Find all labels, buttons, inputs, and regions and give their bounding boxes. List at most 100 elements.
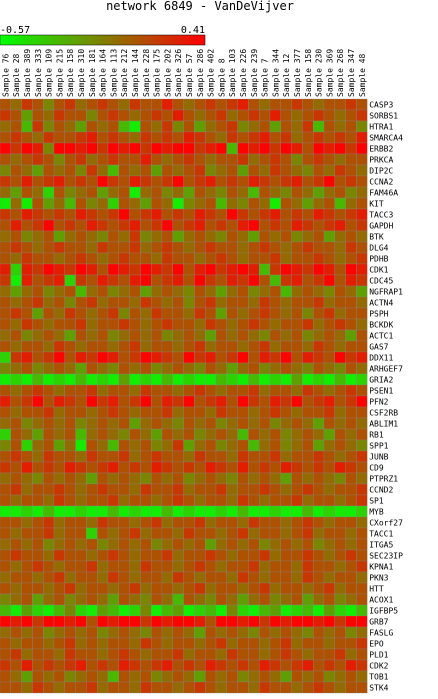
cell bbox=[334, 681, 346, 694]
cell bbox=[291, 186, 303, 199]
cell bbox=[151, 153, 163, 166]
cell bbox=[215, 637, 227, 650]
cell bbox=[345, 296, 357, 309]
cell bbox=[118, 285, 130, 298]
cell bbox=[226, 197, 238, 210]
cell bbox=[64, 274, 76, 287]
cell bbox=[259, 109, 271, 122]
cell bbox=[183, 98, 195, 111]
cell bbox=[237, 175, 249, 188]
cell bbox=[161, 109, 173, 122]
cell bbox=[107, 483, 119, 496]
cell bbox=[345, 285, 357, 298]
cell bbox=[107, 582, 119, 595]
cell bbox=[269, 329, 281, 342]
cell bbox=[323, 516, 335, 529]
cell bbox=[53, 153, 65, 166]
cell bbox=[248, 186, 260, 199]
row-label: JUNB bbox=[369, 453, 388, 462]
cell bbox=[323, 230, 335, 243]
cell bbox=[291, 637, 303, 650]
cell bbox=[194, 461, 206, 474]
cell bbox=[75, 659, 87, 672]
cell bbox=[75, 593, 87, 606]
cell bbox=[43, 296, 55, 309]
cell bbox=[183, 626, 195, 639]
cell bbox=[107, 307, 119, 320]
cell bbox=[280, 219, 292, 232]
cell bbox=[64, 439, 76, 452]
cell bbox=[205, 131, 217, 144]
cell bbox=[75, 329, 87, 342]
cell bbox=[302, 637, 314, 650]
cell bbox=[161, 417, 173, 430]
cell bbox=[10, 197, 22, 210]
cell bbox=[334, 285, 346, 298]
cell bbox=[10, 483, 22, 496]
cell bbox=[194, 549, 206, 562]
cell bbox=[280, 263, 292, 276]
cell bbox=[291, 296, 303, 309]
cell bbox=[323, 626, 335, 639]
cell bbox=[356, 263, 368, 276]
cell bbox=[280, 582, 292, 595]
cell bbox=[43, 263, 55, 276]
cell bbox=[248, 571, 260, 584]
cell bbox=[215, 571, 227, 584]
cell bbox=[237, 582, 249, 595]
cell bbox=[107, 516, 119, 529]
cell bbox=[194, 472, 206, 485]
cell bbox=[323, 571, 335, 584]
cell bbox=[248, 582, 260, 595]
cell bbox=[97, 351, 109, 364]
row-label: IGFBP5 bbox=[369, 607, 398, 616]
cell bbox=[140, 109, 152, 122]
cell bbox=[64, 604, 76, 617]
cell bbox=[345, 263, 357, 276]
cell bbox=[43, 659, 55, 672]
cell bbox=[97, 461, 109, 474]
cell bbox=[43, 351, 55, 364]
cell bbox=[302, 186, 314, 199]
cell bbox=[10, 450, 22, 463]
cell bbox=[334, 142, 346, 155]
cell bbox=[161, 318, 173, 331]
cell bbox=[10, 659, 22, 672]
row-label: STK4 bbox=[369, 684, 388, 693]
cell bbox=[107, 494, 119, 507]
cell bbox=[334, 131, 346, 144]
cell bbox=[86, 417, 98, 430]
cell bbox=[161, 285, 173, 298]
cell bbox=[107, 538, 119, 551]
cell bbox=[237, 483, 249, 496]
cell bbox=[32, 131, 44, 144]
cell bbox=[53, 560, 65, 573]
cell bbox=[313, 494, 325, 507]
cell bbox=[248, 494, 260, 507]
cell bbox=[53, 285, 65, 298]
cell bbox=[248, 296, 260, 309]
cell bbox=[259, 285, 271, 298]
cell bbox=[280, 494, 292, 507]
cell bbox=[356, 252, 368, 265]
cell bbox=[97, 659, 109, 672]
cell bbox=[0, 252, 11, 265]
cell bbox=[302, 98, 314, 111]
cell bbox=[280, 384, 292, 397]
cell bbox=[269, 131, 281, 144]
cell bbox=[21, 615, 33, 628]
cell bbox=[323, 98, 335, 111]
cell bbox=[345, 351, 357, 364]
cell bbox=[118, 626, 130, 639]
cell bbox=[118, 395, 130, 408]
cell bbox=[107, 560, 119, 573]
cell bbox=[334, 593, 346, 606]
cell bbox=[259, 164, 271, 177]
cell bbox=[313, 527, 325, 540]
cell bbox=[302, 318, 314, 331]
cell bbox=[226, 373, 238, 386]
cell bbox=[269, 505, 281, 518]
column-label: Sample 377 bbox=[293, 49, 302, 97]
cell bbox=[313, 307, 325, 320]
cell bbox=[259, 626, 271, 639]
